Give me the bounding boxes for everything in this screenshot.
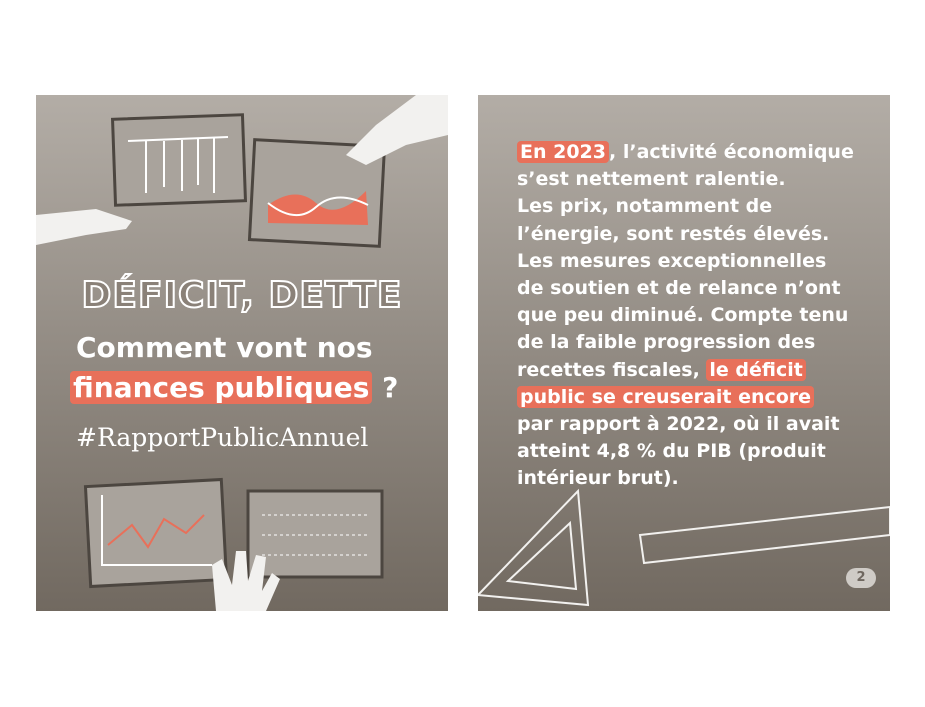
text-segment: Les mesures exceptionnelles <box>517 249 827 272</box>
text-line: recettes fiscales, le déficit <box>517 357 854 384</box>
hashtag: #RapportPublicAnnuel <box>76 423 369 452</box>
highlight: le déficit <box>706 358 806 381</box>
title: DÉFICIT, DETTE <box>81 274 403 317</box>
body-text: En 2023, l’activité économique s’est nett… <box>517 139 854 493</box>
text-segment: intérieur brut). <box>517 467 679 490</box>
text-segment: de la faible progression des <box>517 331 816 354</box>
subtitle: finances publiques ? <box>70 371 398 404</box>
cover-panel: DÉFICIT, DETTE Comment vont nos finances… <box>36 95 448 611</box>
text-line: Les prix, notamment de <box>517 193 854 220</box>
text-segment: par rapport à 2022, où il avait <box>517 413 840 436</box>
text-line: s’est nettement ralentie. <box>517 166 854 193</box>
text-line: de soutien et de relance n’ont <box>517 275 854 302</box>
text-line: Les mesures exceptionnelles <box>517 248 854 275</box>
text-line: public se creuserait encore <box>517 384 854 411</box>
highlight: finances publiques <box>70 371 373 404</box>
illustrations <box>36 95 448 611</box>
text-line: l’énergie, sont restés élevés. <box>517 221 854 248</box>
highlight: En 2023 <box>517 141 610 163</box>
text-line: intérieur brut). <box>517 465 854 492</box>
text-segment: l’énergie, sont restés élevés. <box>517 222 830 245</box>
text-line: atteint 4,8 % du PIB (produit <box>517 438 854 465</box>
subtitle-end: ? <box>382 371 399 404</box>
text-segment: Les prix, notamment de <box>517 195 773 218</box>
text-segment: de soutien et de relance n’ont <box>517 277 841 300</box>
text-segment: s’est nettement ralentie. <box>517 168 786 191</box>
highlight: public se creuserait encore <box>517 385 815 408</box>
text-panel: En 2023, l’activité économique s’est nett… <box>478 95 890 611</box>
text-segment: atteint 4,8 % du PIB (produit <box>517 440 826 463</box>
illustrations <box>478 488 890 607</box>
text-segment: recettes fiscales, <box>517 358 707 381</box>
text-segment: , l’activité économique <box>609 141 854 163</box>
page-number: 2 <box>846 568 876 588</box>
text-line: de la faible progression des <box>517 329 854 356</box>
text-line: par rapport à 2022, où il avait <box>517 411 854 438</box>
text-line: que peu diminué. Compte tenu <box>517 302 854 329</box>
text-segment: que peu diminué. Compte tenu <box>517 304 849 327</box>
subtitle: Comment vont nos <box>76 331 373 364</box>
text-line: En 2023, l’activité économique <box>517 139 854 166</box>
